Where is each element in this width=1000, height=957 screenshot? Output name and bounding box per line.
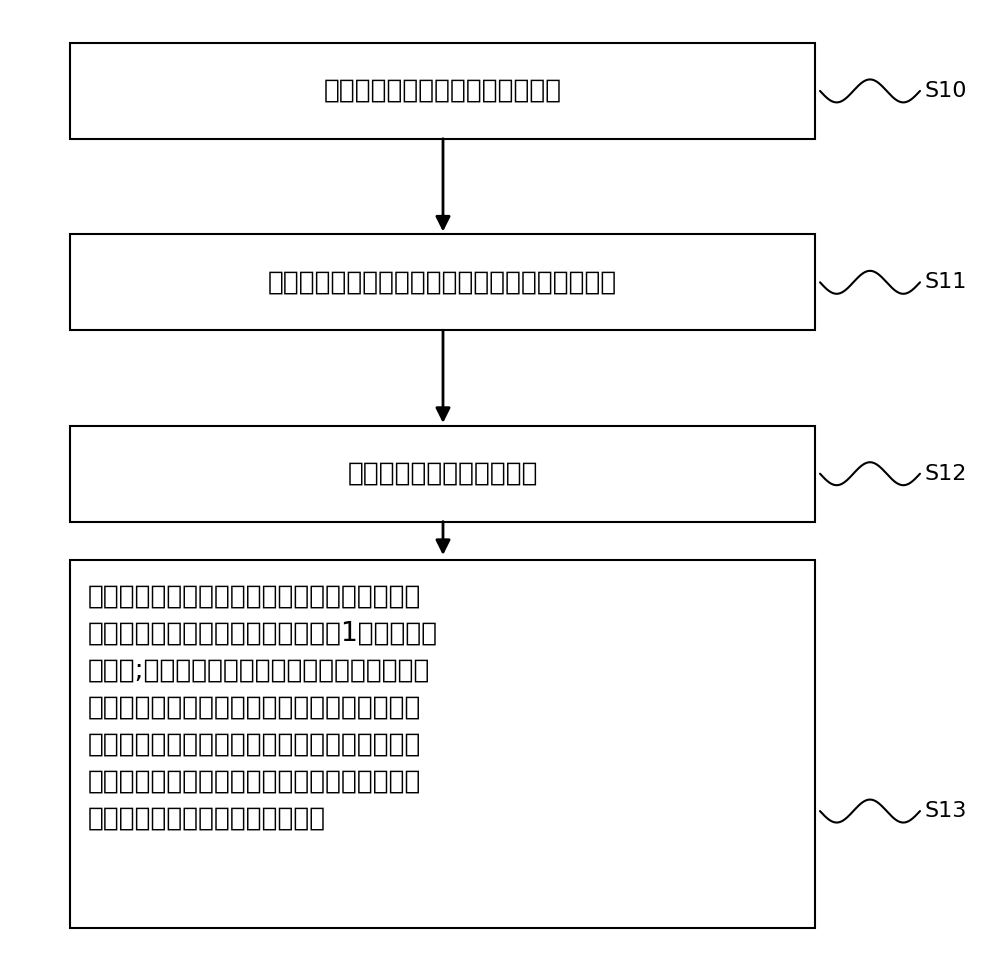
Bar xyxy=(70,426,815,522)
Text: S10: S10 xyxy=(925,81,967,100)
Bar xyxy=(70,560,815,928)
Text: 向激光器输入所述打标编码: 向激光器输入所述打标编码 xyxy=(347,460,538,487)
Text: 激光器根据所述打标编码向硅片表面发射激光光
束，激光光束在硅片表面的打标区域1内刻蚀得到
打标线;采用激光器在硅片表面的打标区域内刻蚀
得到打标线。其中，打标线: 激光器根据所述打标编码向硅片表面发射激光光 束，激光光束在硅片表面的打标区域1内… xyxy=(88,584,438,832)
Text: 在硅片表面确定打标线的打标区域: 在硅片表面确定打标线的打标区域 xyxy=(323,78,562,104)
Text: S12: S12 xyxy=(925,464,967,483)
Bar xyxy=(70,43,815,139)
Bar xyxy=(70,234,815,330)
Text: S11: S11 xyxy=(925,273,967,292)
Text: S13: S13 xyxy=(925,801,967,821)
Text: 通过设置打标参数，将打标线的图案生成打标编码: 通过设置打标参数，将打标线的图案生成打标编码 xyxy=(268,269,617,296)
